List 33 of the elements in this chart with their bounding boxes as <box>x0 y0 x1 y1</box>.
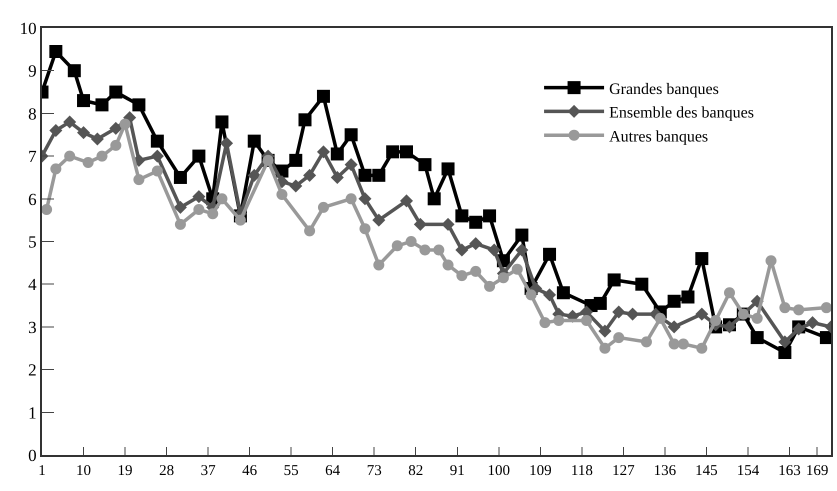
x-tick-label: 136 <box>654 463 677 479</box>
y-tick-label: 0 <box>28 446 37 465</box>
x-tick-label: 55 <box>284 463 299 479</box>
x-tick-label: 118 <box>570 463 593 479</box>
y-tick-label: 3 <box>28 318 37 337</box>
x-tick-label: 109 <box>529 463 552 479</box>
x-tick-label: 37 <box>200 463 216 479</box>
x-tick-label: 73 <box>366 463 382 479</box>
x-tick-label: 19 <box>118 463 133 479</box>
y-tick-label: 7 <box>28 147 38 166</box>
x-tick-label: 127 <box>612 463 636 479</box>
x-tick-label: 64 <box>325 463 341 479</box>
y-tick-label: 5 <box>28 232 37 252</box>
x-tick-label: 145 <box>695 463 718 479</box>
x-tick-label: 169 <box>806 463 828 479</box>
x-tick-label: 82 <box>408 463 424 479</box>
x-tick-label: 91 <box>450 463 465 479</box>
x-tick-label: 100 <box>488 463 510 479</box>
y-tick-label: 1 <box>28 403 37 422</box>
x-tick-label: 28 <box>159 463 174 479</box>
y-tick-label: 9 <box>28 62 37 81</box>
y-tick-label: 4 <box>28 275 38 294</box>
x-tick-label: 46 <box>242 463 258 479</box>
x-tick-label: 154 <box>736 463 760 479</box>
y-tick-label: 10 <box>20 18 37 38</box>
y-tick-label: 8 <box>28 104 37 124</box>
legend-label: Autres banques <box>609 128 708 146</box>
x-tick-label: 163 <box>778 463 801 479</box>
y-tick-label: 2 <box>28 360 37 380</box>
legend-label: Ensemble des banques <box>609 104 754 122</box>
y-tick-label: 6 <box>28 190 37 209</box>
x-tick-label: 10 <box>76 463 92 479</box>
legend-label: Grandes banques <box>609 80 719 98</box>
